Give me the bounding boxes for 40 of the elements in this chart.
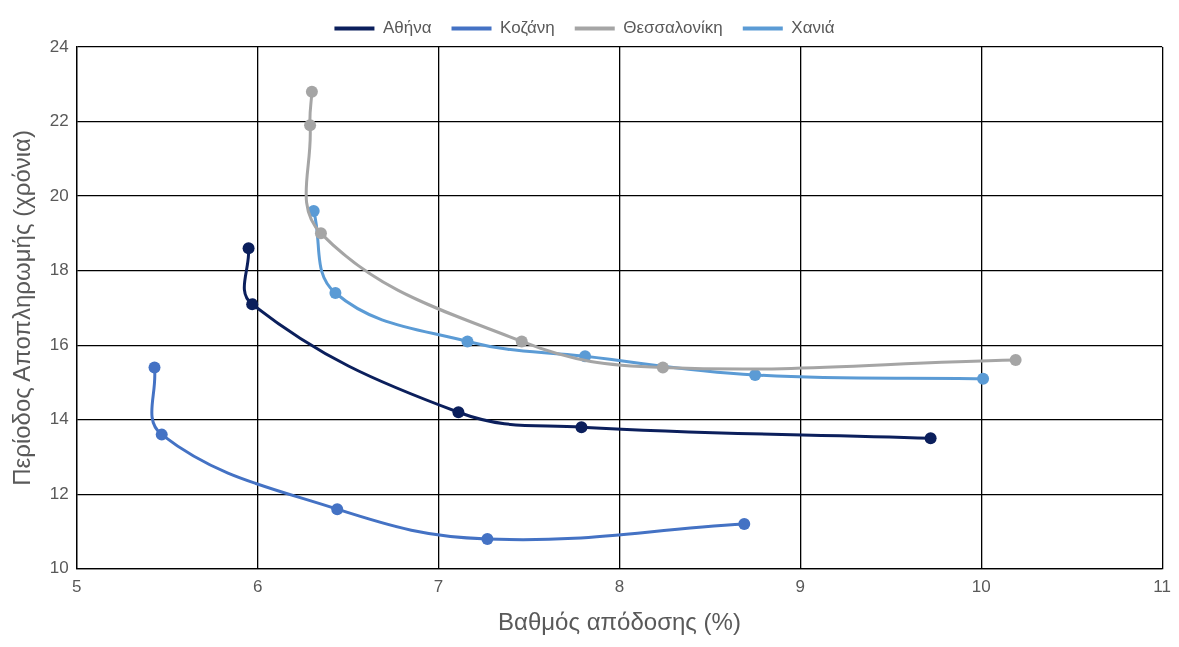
y-tick-label: 10 — [49, 558, 69, 578]
x-tick-label: 6 — [252, 576, 263, 596]
y-tick-label: 14 — [49, 409, 69, 429]
legend-label: Χανιά — [791, 18, 835, 38]
point — [304, 119, 317, 132]
point — [246, 298, 259, 311]
x-tick-label: 8 — [614, 576, 625, 596]
x-tick-label: 10 — [971, 576, 991, 596]
y-tick-label: 24 — [49, 36, 69, 56]
x-tick-label: 5 — [71, 576, 82, 596]
point — [738, 518, 751, 531]
point — [155, 428, 168, 441]
point — [148, 361, 161, 374]
point — [242, 242, 255, 255]
point — [656, 361, 669, 374]
point — [481, 532, 494, 545]
point — [314, 227, 327, 240]
point — [575, 421, 588, 434]
point — [515, 335, 528, 348]
point — [1009, 354, 1022, 367]
point — [977, 372, 990, 385]
x-tick-label: 11 — [1153, 576, 1171, 596]
y-tick-label: 22 — [49, 111, 69, 131]
point — [452, 406, 465, 419]
x-axis-title: Βαθμός απόδοσης (%) — [498, 608, 741, 636]
legend-label: Θεσσαλονίκη — [623, 18, 723, 38]
x-tick-label: 7 — [433, 576, 444, 596]
y-tick-label: 16 — [49, 334, 69, 354]
point — [924, 432, 937, 445]
y-tick-label: 18 — [49, 260, 69, 280]
y-tick-label: 12 — [49, 483, 69, 503]
point — [331, 503, 344, 516]
legend-label: Κοζάνη — [500, 18, 555, 38]
point — [305, 85, 318, 98]
y-axis-title: Περίοδος Αποπληρωμής (χρόνια) — [8, 130, 36, 486]
legend-label: Αθήνα — [382, 18, 432, 38]
y-tick-label: 20 — [49, 185, 69, 205]
x-tick-label: 9 — [795, 576, 806, 596]
point — [461, 335, 474, 348]
point — [329, 286, 342, 299]
